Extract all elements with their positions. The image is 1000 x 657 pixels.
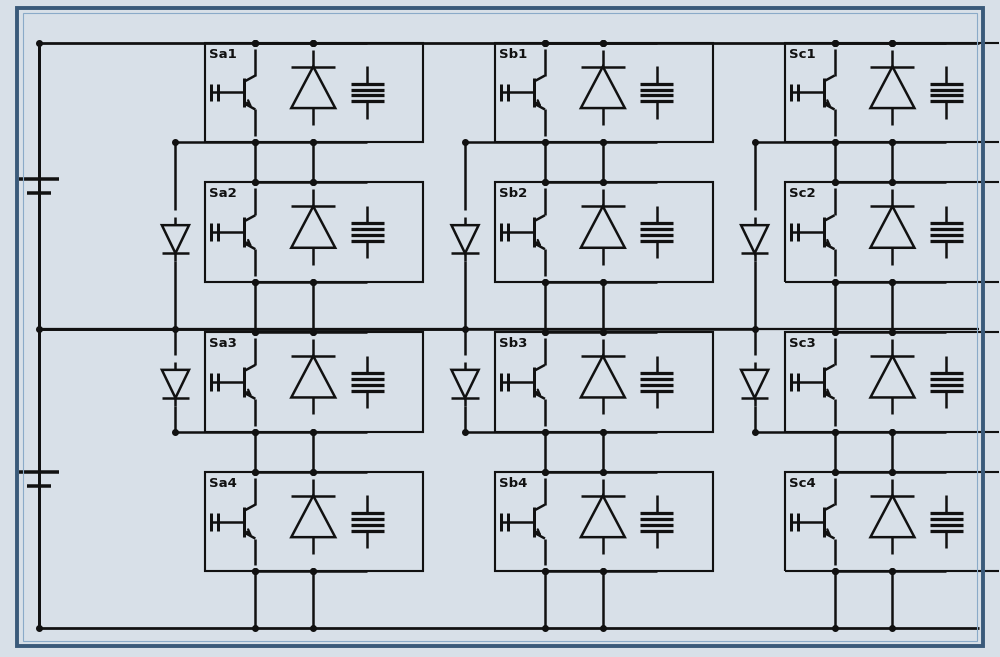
Bar [205, 43, 423, 143]
Bar [495, 332, 713, 432]
Text: Sb3: Sb3 [499, 337, 527, 350]
Bar [495, 43, 713, 143]
Text: Sa2: Sa2 [209, 187, 237, 200]
Bar [785, 182, 1000, 282]
Text: Sb2: Sb2 [499, 187, 527, 200]
Bar [495, 472, 713, 572]
Bar [785, 43, 1000, 143]
Bar [205, 182, 423, 282]
Text: Sb1: Sb1 [499, 47, 527, 60]
Text: Sa1: Sa1 [209, 47, 237, 60]
Text: Sc2: Sc2 [789, 187, 815, 200]
Bar [785, 332, 1000, 432]
Bar [495, 182, 713, 282]
Text: Sc3: Sc3 [789, 337, 815, 350]
Bar [205, 332, 423, 432]
Bar [785, 472, 1000, 572]
Text: Sc4: Sc4 [789, 477, 815, 489]
Text: Sc1: Sc1 [789, 47, 815, 60]
Text: Sb4: Sb4 [499, 477, 527, 489]
Text: Sa4: Sa4 [209, 477, 237, 489]
Text: Sa3: Sa3 [209, 337, 237, 350]
Bar [205, 472, 423, 572]
